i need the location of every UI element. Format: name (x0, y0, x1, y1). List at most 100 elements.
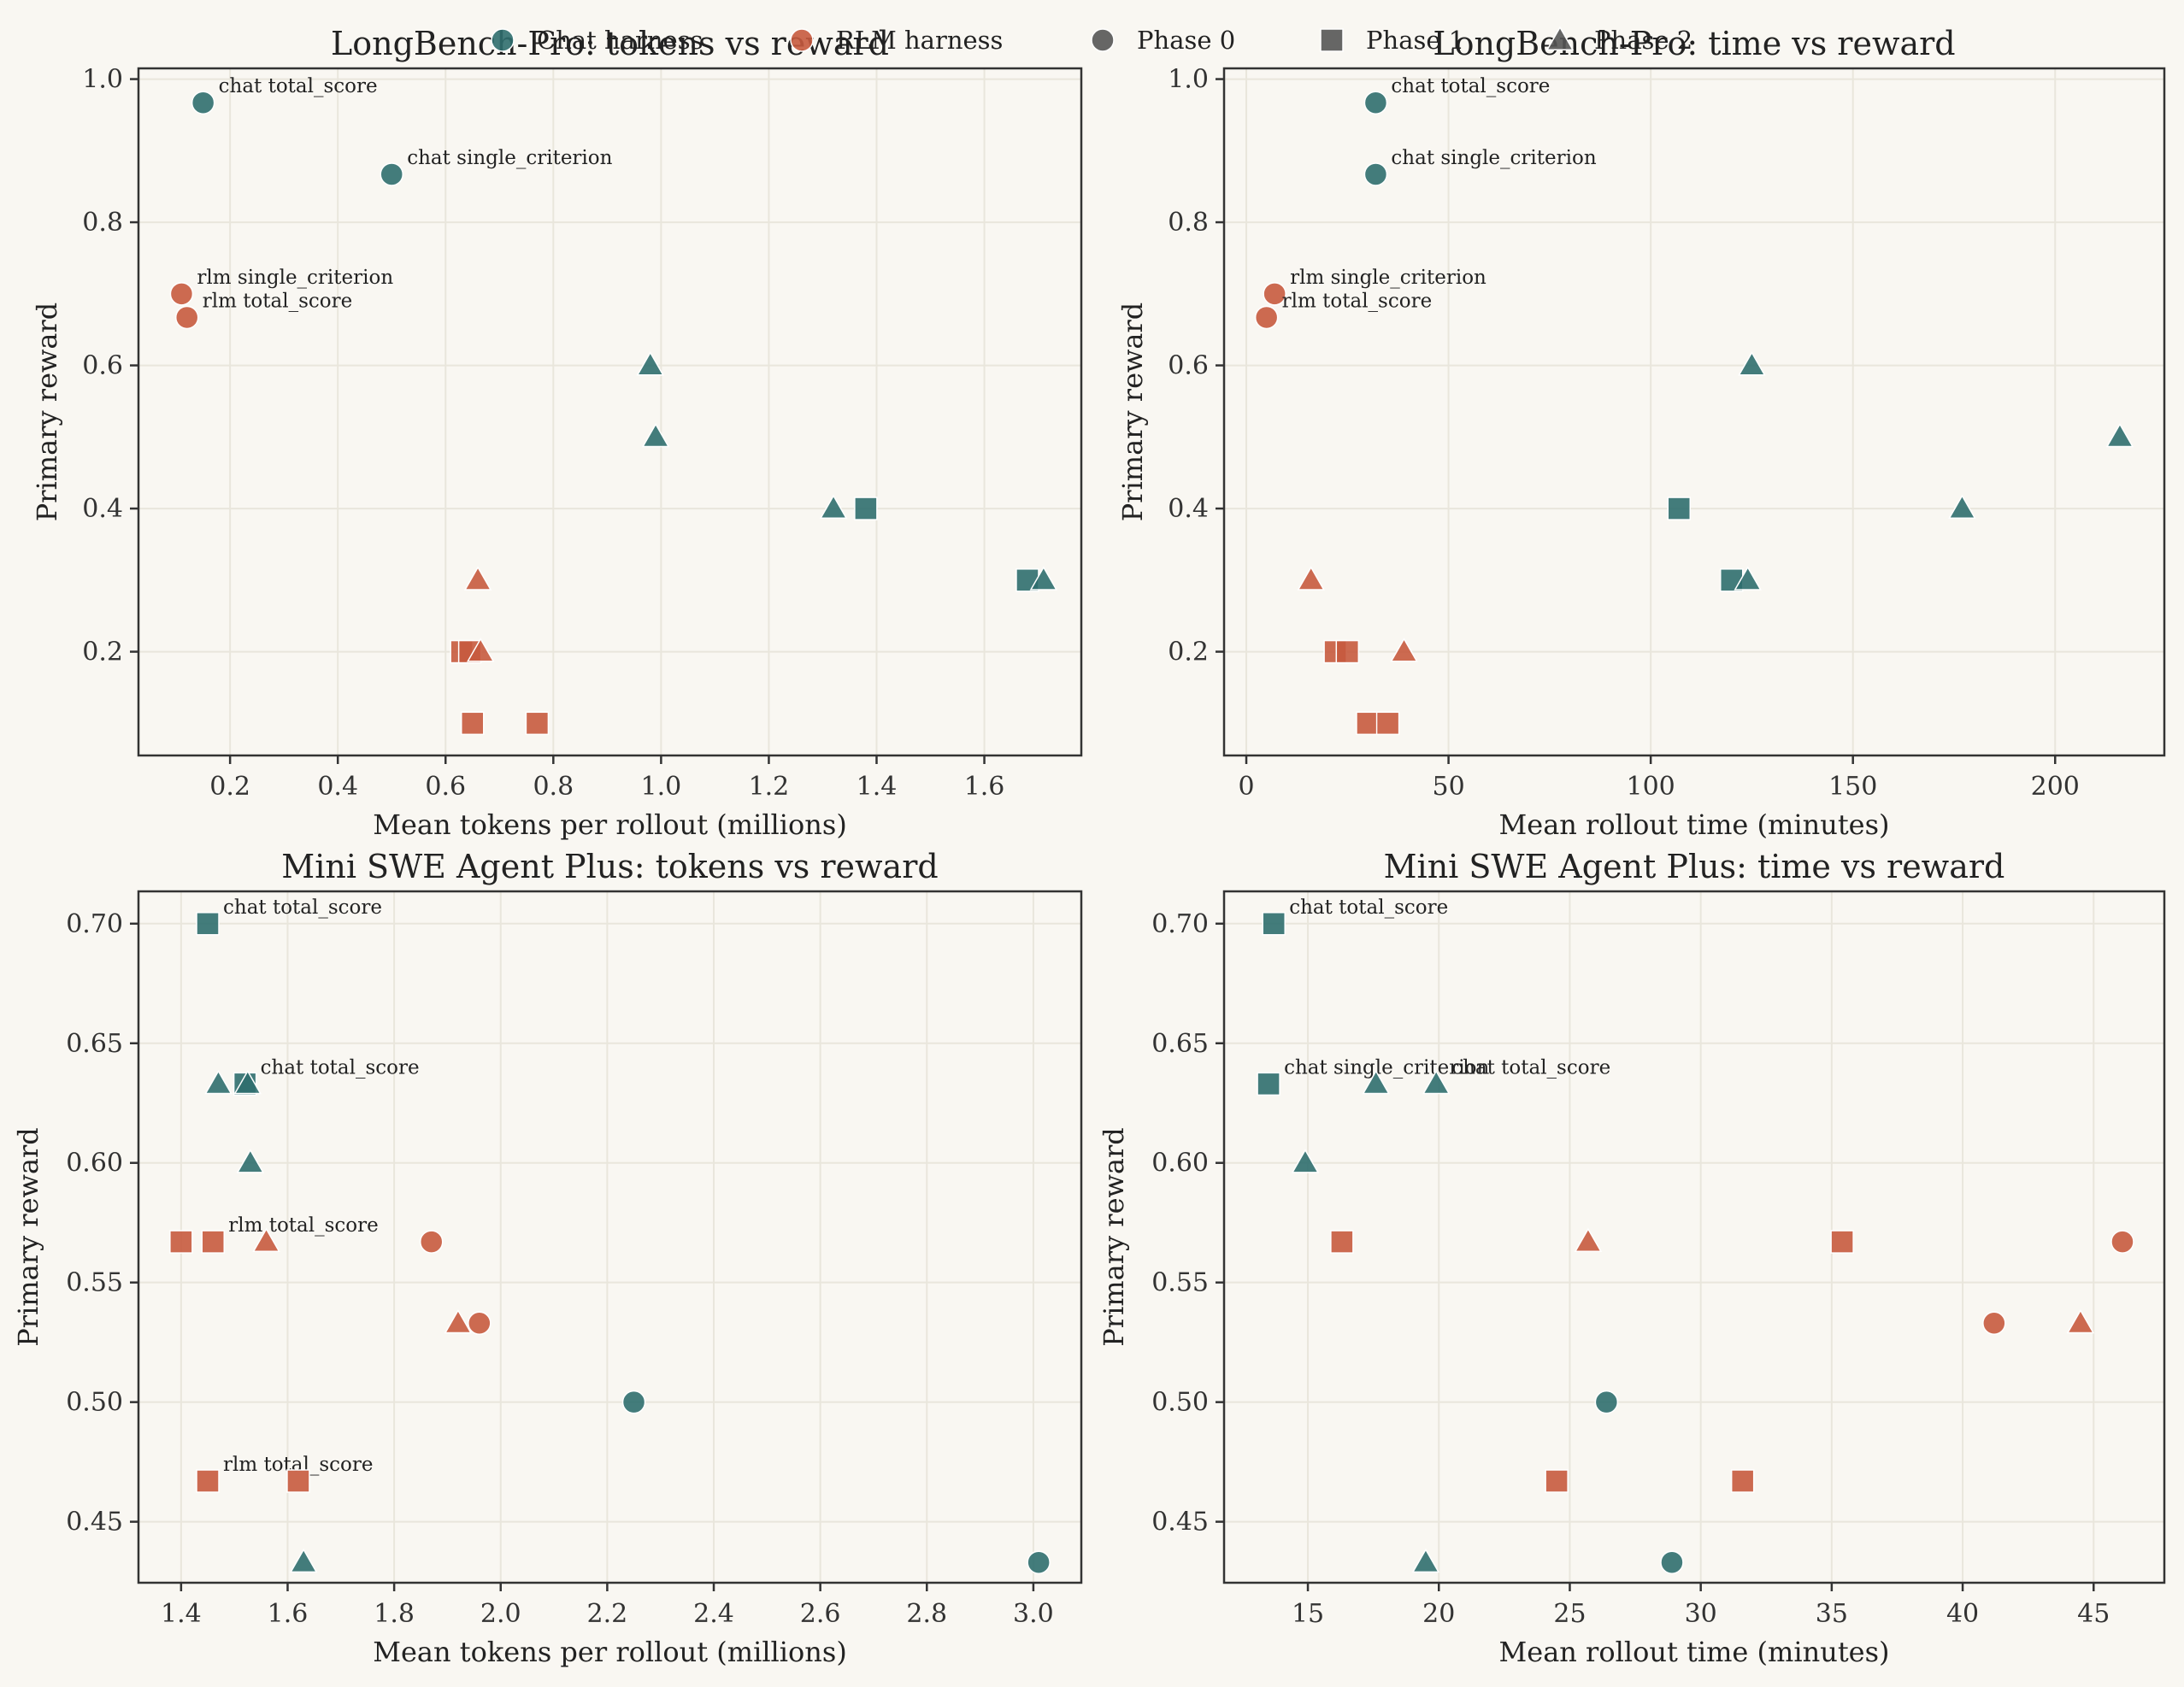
data-point-chat-phase2-triangle (1411, 1548, 1440, 1573)
x-tick-label: 1.4 (161, 1599, 202, 1629)
plot-frame (137, 67, 1083, 757)
x-tick-label: 2.8 (906, 1599, 947, 1629)
point-annotation: rlm total_score (228, 1214, 379, 1237)
data-point-chat-phase2-triangle (204, 1069, 233, 1095)
plot-frame (137, 890, 1083, 1584)
data-point-rlm-phase0-circle (419, 1230, 444, 1254)
data-point-rlm-phase1-square (1730, 1469, 1755, 1493)
y-tick-label: 0.60 (66, 1149, 123, 1179)
x-axis-label: Mean tokens per rollout (millions) (373, 808, 847, 841)
data-point-rlm-phase2-triangle (466, 638, 495, 662)
data-point-chat-phase2-triangle (636, 351, 665, 376)
point-annotation: chat total_score (1451, 1056, 1610, 1079)
data-point-rlm-phase1-square (461, 711, 485, 736)
point-annotation: chat single_criterion (1391, 147, 1596, 169)
point-annotation: chat total_score (223, 896, 382, 919)
x-tick-label: 2.2 (587, 1599, 628, 1629)
data-point-chat-phase2-triangle (641, 422, 670, 448)
y-tick-label: 0.45 (1151, 1508, 1209, 1537)
data-point-rlm-phase1-square (1356, 711, 1380, 736)
x-tick-label: 40 (1946, 1599, 1979, 1629)
y-tick-label: 0.6 (82, 351, 123, 381)
point-annotation: chat single_criterion (407, 147, 612, 169)
legend-marker-square-icon (1320, 28, 1344, 52)
x-tick-label: 2.4 (693, 1599, 734, 1629)
point-annotation: rlm total_score (1282, 290, 1433, 312)
data-point-rlm-phase1-square (201, 1230, 225, 1254)
y-tick-label: 0.4 (1168, 494, 1209, 524)
x-tick-label: 30 (1685, 1599, 1717, 1629)
y-tick-label: 0.8 (1168, 208, 1209, 238)
x-tick-label: 15 (1292, 1599, 1324, 1629)
data-point-rlm-phase1-square (1335, 639, 1360, 664)
data-point-chat-phase2-triangle (1029, 566, 1058, 591)
point-annotation: chat single_criterion (1284, 1056, 1489, 1079)
y-axis-label: Primary reward (1098, 1127, 1130, 1347)
data-point-chat-phase1-square (196, 912, 220, 936)
x-tick-label: 1.8 (374, 1599, 415, 1629)
x-axis-label: Mean tokens per rollout (millions) (373, 1636, 847, 1668)
point-annotation: rlm single_criterion (1290, 267, 1486, 289)
point-annotation: rlm single_criterion (197, 267, 393, 289)
data-point-rlm-phase2-triangle (1297, 566, 1325, 591)
x-tick-label: 3.0 (1013, 1599, 1054, 1629)
data-point-chat-phase2-triangle (236, 1149, 265, 1173)
data-point-rlm-phase1-square (525, 711, 550, 736)
data-point-rlm-phase0-circle (1982, 1311, 2006, 1336)
chart-panel-3: 1.4 1.6 1.8 2.0 2.2 2.4 2.6 2.8 3.0 0.45 0.50 0.55 0… (12, 848, 1083, 1668)
data-point-chat-phase0-circle (621, 1390, 646, 1414)
y-tick-label: 0.60 (1151, 1149, 1209, 1179)
x-tick-label: 50 (1432, 772, 1464, 802)
data-point-chat-phase0-circle (1363, 91, 1388, 115)
data-point-rlm-phase2-triangle (252, 1227, 280, 1253)
chart-title: Mini SWE Agent Plus: time vs reward (1384, 848, 2005, 885)
data-point-chat-phase2-triangle (289, 1548, 318, 1573)
x-axis-label: Mean rollout time (minutes) (1498, 808, 1889, 841)
plot-frame (1222, 890, 2166, 1584)
data-point-chat-phase2-triangle (819, 494, 848, 520)
y-tick-label: 1.0 (1168, 65, 1209, 95)
y-tick-label: 0.4 (82, 494, 123, 524)
data-point-chat-phase2-triangle (1422, 1069, 1451, 1095)
data-point-chat-phase1-square (1257, 1072, 1280, 1096)
x-tick-label: 1.2 (749, 772, 790, 802)
point-annotation: chat total_score (219, 75, 378, 97)
chart-title: Mini SWE Agent Plus: tokens vs reward (281, 848, 938, 885)
y-tick-label: 0.8 (82, 208, 123, 238)
y-tick-label: 0.45 (66, 1508, 123, 1537)
x-tick-label: 2.0 (480, 1599, 521, 1629)
y-axis-label: Primary reward (1116, 303, 1149, 522)
y-tick-label: 0.70 (66, 909, 123, 939)
x-tick-label: 0.4 (317, 772, 358, 802)
y-tick-label: 0.55 (66, 1268, 123, 1298)
y-tick-label: 0.55 (1151, 1268, 1209, 1298)
legend-marker-circle-icon (491, 28, 515, 52)
chart-title: LongBench-Pro: time vs reward (1433, 25, 1955, 62)
y-tick-label: 0.2 (82, 638, 123, 667)
legend-marker-circle-icon (790, 28, 814, 52)
legend: Chat harness RLM harness Phase 0 Phase 1 Pha… (491, 26, 1692, 55)
x-tick-label: 1.0 (641, 772, 682, 802)
x-tick-label: 35 (1816, 1599, 1848, 1629)
data-point-rlm-phase1-square (169, 1230, 193, 1254)
data-point-rlm-phase0-circle (468, 1311, 492, 1336)
x-tick-label: 2.6 (800, 1599, 841, 1629)
y-tick-label: 1.0 (82, 65, 123, 95)
y-tick-label: 0.65 (1151, 1029, 1209, 1059)
data-point-rlm-phase0-circle (2110, 1230, 2134, 1254)
point-annotation: chat total_score (1391, 75, 1550, 97)
data-point-rlm-phase2-triangle (1574, 1227, 1603, 1253)
data-point-chat-phase0-circle (1027, 1550, 1051, 1574)
data-point-chat-phase2-triangle (233, 1069, 262, 1095)
legend-item-label: Phase 0 (1137, 26, 1235, 55)
data-point-rlm-phase1-square (196, 1469, 220, 1493)
data-point-chat-phase2-triangle (1362, 1069, 1390, 1095)
x-tick-label: 200 (2031, 772, 2080, 802)
data-point-rlm-phase2-triangle (2066, 1308, 2095, 1334)
x-tick-label: 100 (1627, 772, 1675, 802)
data-point-rlm-phase2-triangle (1390, 638, 1418, 662)
x-tick-label: 0 (1238, 772, 1254, 802)
data-point-chat-phase2-triangle (1734, 566, 1762, 591)
